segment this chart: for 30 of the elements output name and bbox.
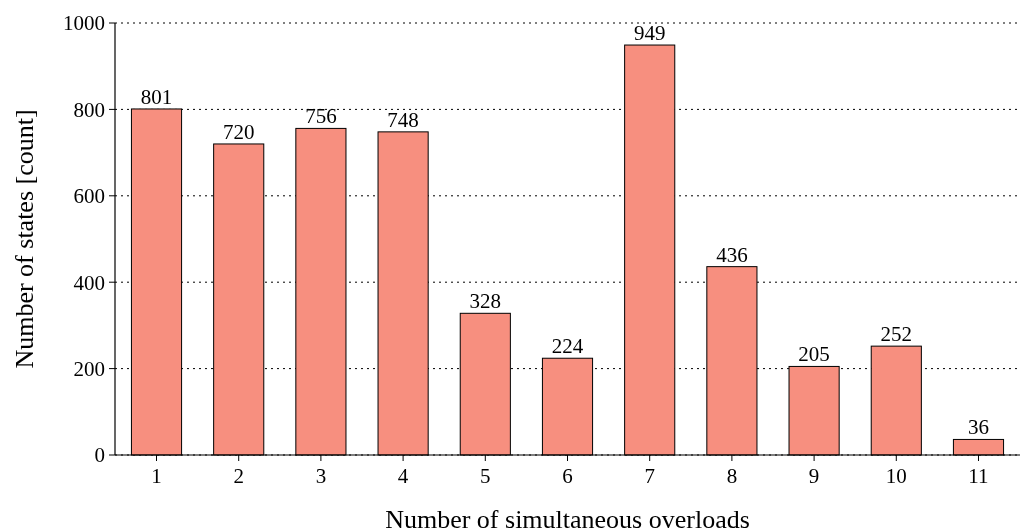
data-label: 436 (716, 242, 748, 267)
data-label: 328 (469, 289, 502, 314)
y-tick-label: 800 (73, 97, 105, 122)
x-tick-label: 1 (151, 464, 162, 488)
y-tick-label: 600 (73, 184, 105, 209)
x-tick-label: 8 (726, 464, 738, 488)
x-tick-label: 3 (315, 464, 327, 488)
data-label: 720 (222, 119, 255, 144)
x-tick-label: 10 (885, 464, 907, 488)
y-tick-label: 1000 (63, 11, 105, 36)
x-tick-label: 2 (233, 464, 244, 488)
data-label: 224 (551, 334, 584, 359)
data-label: 949 (633, 21, 666, 46)
x-tick-label: 4 (397, 464, 409, 488)
data-label: 36 (967, 415, 989, 440)
x-tick-label: 11 (968, 464, 989, 488)
data-label: 748 (387, 107, 419, 132)
data-label: 756 (305, 104, 337, 129)
x-tick-label: 7 (644, 464, 655, 488)
data-label: 252 (880, 322, 913, 347)
x-tick-label: 5 (480, 464, 491, 488)
x-tick-label: 9 (808, 464, 820, 488)
y-axis-title: Number of states [count] (10, 109, 39, 369)
x-axis-title: Number of simultaneous overloads (385, 505, 750, 532)
data-label: 801 (140, 84, 173, 109)
y-tick-label: 0 (94, 443, 105, 468)
data-label: 205 (798, 342, 830, 367)
y-tick-label: 400 (73, 270, 105, 295)
y-tick-label: 200 (73, 356, 105, 381)
x-tick-label: 6 (562, 464, 573, 488)
